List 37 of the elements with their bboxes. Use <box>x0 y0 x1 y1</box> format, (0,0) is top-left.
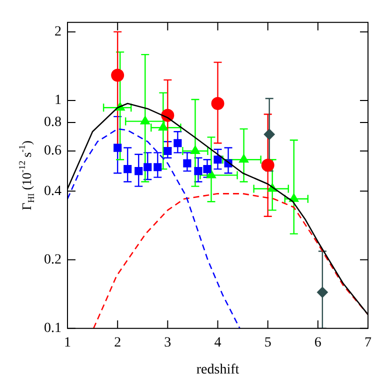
point <box>164 146 172 156</box>
x-tick-label: 6 <box>314 335 322 350</box>
point <box>154 163 162 172</box>
y-tick-label: 0.8 <box>44 115 62 130</box>
point <box>194 167 202 176</box>
y-tick-label: 0.6 <box>44 144 62 159</box>
point <box>203 165 212 174</box>
line-series <box>68 128 240 328</box>
y-tick-label: 2 <box>54 24 62 40</box>
point <box>174 139 182 148</box>
y-tick-label: 1 <box>54 93 62 108</box>
point <box>140 116 150 124</box>
y-axis-title: ΓHI (10-12 s-1) <box>16 140 36 210</box>
x-tick-label: 2 <box>114 335 122 350</box>
point <box>238 154 249 163</box>
point <box>190 146 200 154</box>
point <box>114 144 122 152</box>
x-tick-label: 7 <box>364 335 372 350</box>
point <box>261 158 274 172</box>
point <box>211 96 224 110</box>
point <box>144 163 152 172</box>
point <box>124 165 132 174</box>
y-tick-label: 0.4 <box>44 184 62 199</box>
x-tick-label: 3 <box>164 335 172 350</box>
point <box>111 68 124 82</box>
x-axis-title: redshift <box>196 362 240 378</box>
point <box>158 122 168 131</box>
x-tick-label: 4 <box>214 335 222 350</box>
point <box>264 128 275 140</box>
x-tick-label: 5 <box>264 335 272 350</box>
point <box>214 156 222 164</box>
x-tick-label: 1 <box>64 335 71 350</box>
y-tick-label: 0.1 <box>44 321 62 336</box>
point <box>183 159 192 168</box>
point <box>316 286 328 298</box>
y-tick-label: 0.2 <box>44 252 62 268</box>
point <box>134 167 143 176</box>
